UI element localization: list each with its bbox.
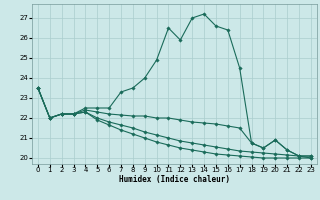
X-axis label: Humidex (Indice chaleur): Humidex (Indice chaleur): [119, 175, 230, 184]
